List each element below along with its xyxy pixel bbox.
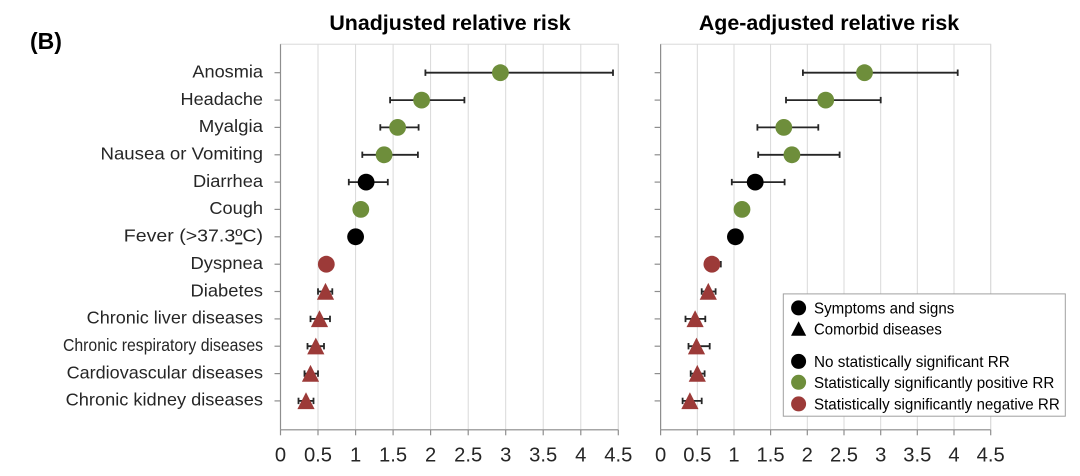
svg-text:Dyspnea: Dyspnea	[191, 253, 264, 273]
svg-text:Nausea or Vomiting: Nausea or Vomiting	[101, 144, 264, 164]
svg-text:Fever (>37.3ºC): Fever (>37.3 ºC)	[124, 226, 263, 246]
svg-text:4.5: 4.5	[977, 445, 1005, 467]
svg-text:2.5: 2.5	[454, 445, 482, 467]
svg-text:Diarrhea: Diarrhea	[193, 171, 263, 191]
svg-text:Myalgia: Myalgia	[199, 116, 263, 136]
svg-text:Anosmia: Anosmia	[192, 62, 263, 82]
svg-text:Headache: Headache	[181, 89, 264, 109]
svg-text:3.5: 3.5	[903, 445, 931, 467]
svg-text:0: 0	[275, 445, 286, 467]
svg-text:Statistically significantly po: Statistically significantly positive RR	[814, 375, 1054, 392]
svg-text:Cardiovascular diseases: Cardiovascular diseases	[67, 362, 264, 382]
svg-text:0.5: 0.5	[304, 445, 332, 467]
svg-text:Symptoms and signs: Symptoms and signs	[814, 300, 954, 317]
svg-text:3: 3	[875, 445, 886, 467]
svg-text:Statistically significantly ne: Statistically significantly negative RR	[814, 396, 1060, 413]
svg-text:Comorbid diseases: Comorbid diseases	[814, 321, 942, 338]
svg-text:1: 1	[728, 445, 739, 467]
svg-text:Age-adjusted relative risk: Age-adjusted relative risk	[699, 11, 959, 35]
svg-text:Unadjusted relative risk: Unadjusted relative risk	[329, 11, 570, 35]
svg-text:3: 3	[500, 445, 511, 467]
svg-text:2.5: 2.5	[830, 445, 858, 467]
svg-text:1.5: 1.5	[379, 445, 407, 467]
svg-text:3.5: 3.5	[529, 445, 557, 467]
svg-text:Chronic liver diseases: Chronic liver diseases	[87, 308, 263, 328]
svg-text:1: 1	[350, 445, 361, 467]
svg-text:Chronic kidney diseases: Chronic kidney diseases	[66, 390, 264, 410]
svg-text:2: 2	[802, 445, 813, 467]
svg-text:No statistically significant R: No statistically significant RR	[814, 354, 1010, 371]
svg-text:4.5: 4.5	[604, 445, 632, 467]
svg-text:0: 0	[655, 445, 666, 467]
svg-text:1.5: 1.5	[757, 445, 785, 467]
svg-text:Chronic respiratory diseases: Chronic respiratory diseases	[63, 335, 263, 355]
svg-text:2: 2	[425, 445, 436, 467]
svg-text:4: 4	[575, 445, 586, 467]
svg-text:Diabetes: Diabetes	[191, 280, 264, 300]
svg-text:0.5: 0.5	[683, 445, 711, 467]
svg-text:(B): (B)	[30, 28, 62, 54]
svg-text:4: 4	[948, 445, 959, 467]
svg-text:Cough: Cough	[209, 198, 263, 218]
